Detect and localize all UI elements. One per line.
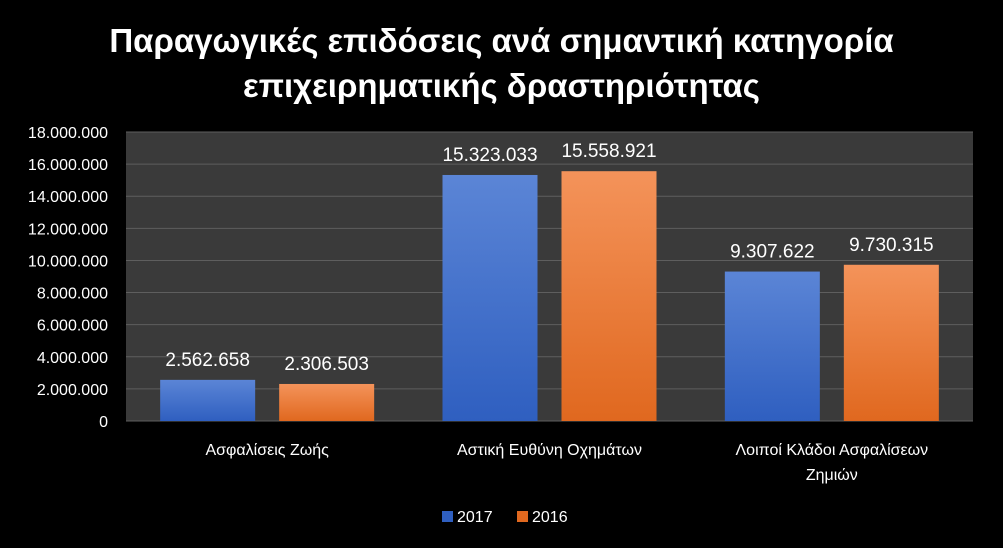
bars: 2.562.658 2.306.503 15.323.033 15.558.921 9.… bbox=[160, 141, 939, 421]
data-label: 2.306.503 bbox=[284, 354, 369, 375]
chart-title: Παραγωγικές επιδόσεις ανά σημαντική κατη… bbox=[0, 18, 1003, 108]
data-label: 9.307.622 bbox=[730, 242, 815, 263]
y-tick-label: 10.000.000 bbox=[28, 253, 108, 270]
chart-title-line-2: επιχειρηματικής δραστηριότητας bbox=[243, 67, 760, 104]
y-tick-label: 12.000.000 bbox=[28, 221, 108, 238]
plot-area bbox=[126, 132, 973, 421]
bar-2017-3 bbox=[724, 271, 820, 421]
y-tick-label: 14.000.000 bbox=[28, 189, 108, 206]
x-axis: Ασφαλίσεις Ζωής Αστική Ευθύνη Οχημάτων Λοι… bbox=[206, 442, 929, 484]
bar-2016-2 bbox=[561, 171, 657, 421]
data-label: 9.730.315 bbox=[849, 235, 934, 256]
y-tick-label: 6.000.000 bbox=[37, 318, 108, 335]
legend-label: 2017 bbox=[457, 509, 493, 526]
y-tick-label: 18.000.000 bbox=[28, 125, 108, 142]
y-tick-label: 2.000.000 bbox=[37, 382, 108, 399]
y-tick-label: 0 bbox=[99, 414, 108, 431]
bar-2017-1 bbox=[160, 379, 256, 421]
bar-2017-2 bbox=[442, 174, 538, 421]
gridlines bbox=[126, 131, 973, 422]
legend-swatch-2017 bbox=[442, 511, 453, 522]
x-tick-label: Ζημιών bbox=[806, 467, 858, 484]
legend: 2017 2016 bbox=[442, 509, 568, 526]
y-tick-label: 4.000.000 bbox=[37, 350, 108, 367]
x-tick-label: Ασφαλίσεις Ζωής bbox=[206, 442, 330, 459]
x-tick-label: Αστική Ευθύνη Οχημάτων bbox=[457, 442, 642, 459]
chart-title-line-1: Παραγωγικές επιδόσεις ανά σημαντική κατη… bbox=[109, 22, 894, 59]
legend-swatch-2016 bbox=[517, 511, 528, 522]
y-tick-label: 8.000.000 bbox=[37, 286, 108, 303]
bar-2016-3 bbox=[843, 264, 939, 421]
data-label: 15.558.921 bbox=[561, 141, 656, 162]
data-label: 15.323.033 bbox=[442, 145, 537, 166]
bar-2016-1 bbox=[279, 383, 375, 421]
y-tick-label: 16.000.000 bbox=[28, 157, 108, 174]
y-axis: 0 2.000.000 4.000.000 6.000.000 8.000.000 10.… bbox=[28, 125, 108, 431]
x-tick-label: Λοιποί Κλάδοι Ασφαλίσεων bbox=[735, 442, 928, 459]
legend-label: 2016 bbox=[532, 509, 568, 526]
data-label: 2.562.658 bbox=[165, 350, 250, 371]
